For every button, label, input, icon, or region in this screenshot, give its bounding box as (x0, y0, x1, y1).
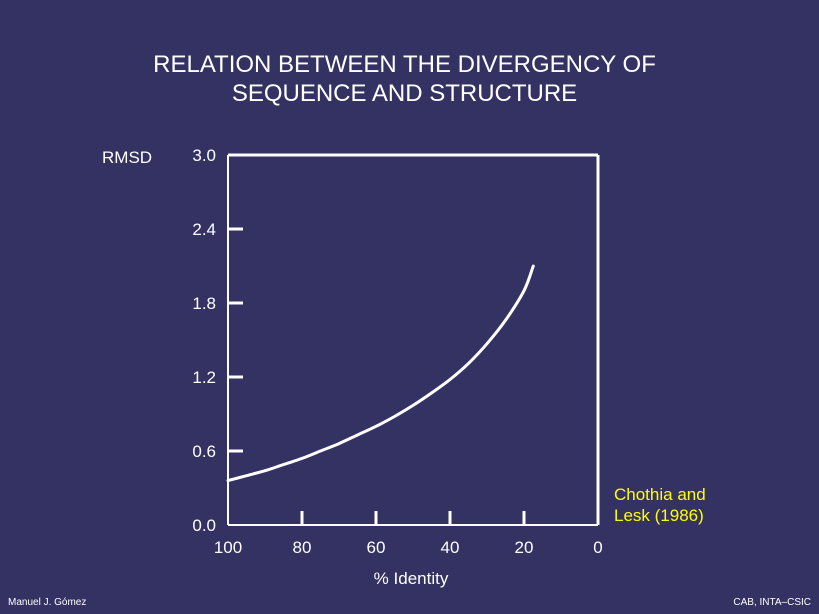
y-tick-label: 0.6 (192, 442, 216, 461)
y-axis-label: RMSD (102, 148, 152, 167)
x-axis-label: % Identity (374, 569, 449, 588)
x-tick-label: 40 (441, 538, 460, 557)
x-tick-label: 0 (593, 538, 602, 557)
series-group (226, 264, 535, 483)
y-tick-label: 0.0 (192, 516, 216, 535)
y-tick-label: 1.8 (192, 294, 216, 313)
title-line-2: SEQUENCE AND STRUCTURE (231, 80, 578, 107)
x-axis: 100 80 60 40 20 0 (214, 511, 603, 557)
x-tick-label: 60 (367, 538, 386, 557)
author-credit: Manuel J. Gómez (8, 597, 87, 608)
y-axis: 0.0 0.6 1.2 1.8 2.4 3.0 (192, 146, 243, 535)
plot-frame (227, 153, 600, 526)
y-tick-label: 1.2 (192, 368, 216, 387)
x-tick-label: 100 (214, 538, 242, 557)
y-tick-label: 3.0 (192, 146, 216, 165)
citation-line-2: Lesk (1986) (614, 506, 704, 525)
citation-line-1: Chothia and (614, 485, 706, 504)
x-tick-label: 20 (515, 538, 534, 557)
chart-title: RELATION BETWEEN THE DIVERGENCY OF SEQUE… (0, 50, 819, 108)
institution-credit: CAB, INTA–CSIC (733, 597, 811, 608)
x-tick-label: 80 (293, 538, 312, 557)
title-line-1: RELATION BETWEEN THE DIVERGENCY OF (153, 51, 656, 78)
citation: Chothia and Lesk (1986) (614, 484, 706, 526)
series-line (226, 264, 535, 483)
y-tick-label: 2.4 (192, 220, 216, 239)
